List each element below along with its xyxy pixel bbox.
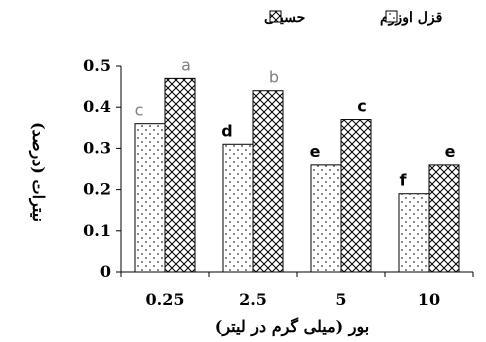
legend: قزل اوزوم حسینی: [264, 10, 442, 26]
legend-swatch-series-2: [269, 10, 282, 23]
bars: [134, 77, 460, 273]
bar-series1-2.5: [222, 143, 254, 273]
sig-label-series2-10: e: [445, 142, 456, 161]
axes: 0.25 2.5 5 10 0 0.1 0.2 0.3 0.4 0.5: [83, 56, 474, 309]
y-tick-label-0.2: 0.2: [83, 180, 111, 199]
bar-series2-5: [340, 119, 372, 273]
sig-label-series1-2.5: d: [221, 121, 232, 140]
sig-label-series2-2.5: b: [269, 68, 279, 87]
significance-labels: c a d b e c f e: [135, 55, 456, 189]
bar-series2-0.25: [164, 77, 196, 273]
sig-label-series1-5: e: [310, 142, 321, 161]
legend-swatch-series-1: [385, 10, 398, 23]
bar-series1-10: [398, 193, 430, 273]
y-tick-label-0.4: 0.4: [83, 97, 111, 116]
x-tick-label-0.25: 0.25: [146, 290, 185, 309]
sig-label-series1-0.25: c: [135, 101, 144, 120]
y-tick-label-0.5: 0.5: [83, 56, 111, 75]
sig-label-series1-10: f: [400, 171, 408, 190]
x-tick-label-2.5: 2.5: [239, 290, 267, 309]
y-tick-label-0: 0: [100, 262, 111, 281]
bar-series2-10: [428, 164, 460, 273]
sig-label-series2-5: c: [357, 97, 366, 116]
y-tick-label-0.1: 0.1: [83, 221, 111, 240]
sig-label-series2-0.25: a: [181, 55, 191, 74]
bar-series1-5: [310, 164, 342, 273]
bar-series2-2.5: [252, 90, 284, 273]
bar-series1-0.25: [134, 123, 166, 273]
y-axis-title: نیترات (درصد): [28, 122, 48, 222]
y-tick-label-0.3: 0.3: [83, 138, 111, 157]
x-axis-title: بور (میلی گرم در لیتر): [215, 317, 369, 337]
x-tick-label-10: 10: [418, 290, 440, 309]
x-tick-label-5: 5: [335, 290, 346, 309]
